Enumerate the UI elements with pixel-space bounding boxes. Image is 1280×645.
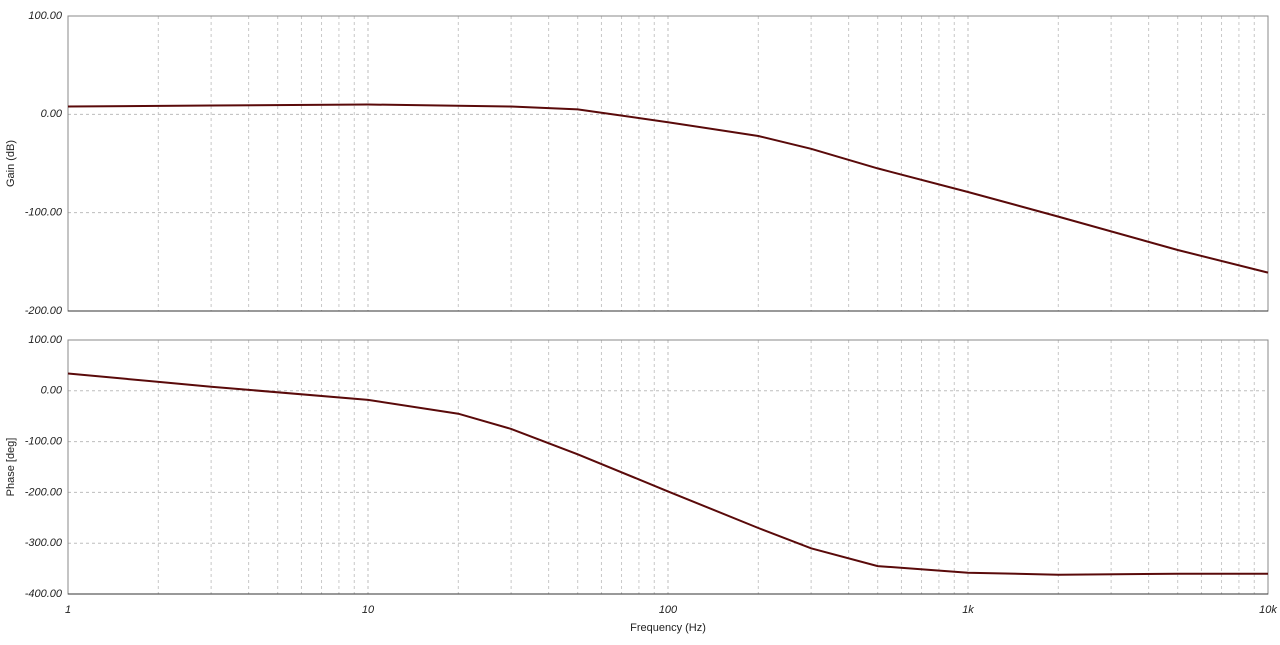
y-tick-label: 100.00 [28, 334, 63, 346]
line-series [67, 103, 1269, 274]
x-tick-label: 10k [1259, 604, 1277, 616]
y-tick-label: -200.00 [25, 305, 63, 317]
line-series [67, 372, 1268, 576]
y-tick-label: -100.00 [25, 436, 63, 448]
x-tick-label: 100 [659, 604, 678, 616]
y-tick-label: 0.00 [41, 108, 63, 120]
x-tick-label: 1k [962, 604, 974, 616]
y-tick-label: -200.00 [25, 486, 63, 498]
y-tick-label: 100.00 [28, 10, 63, 22]
y-tick-label: -100.00 [25, 207, 63, 219]
x-axis-label: Frequency (Hz) [630, 622, 706, 634]
y-tick-label: 0.00 [41, 385, 63, 397]
y-tick-label: -400.00 [25, 588, 63, 600]
x-tick-label: 1 [65, 604, 71, 616]
y-axis-label: Phase [deg] [5, 438, 17, 497]
x-tick-label: 10 [362, 604, 375, 616]
y-tick-label: -300.00 [25, 537, 63, 549]
y-axis-label: Gain (dB) [5, 140, 17, 187]
